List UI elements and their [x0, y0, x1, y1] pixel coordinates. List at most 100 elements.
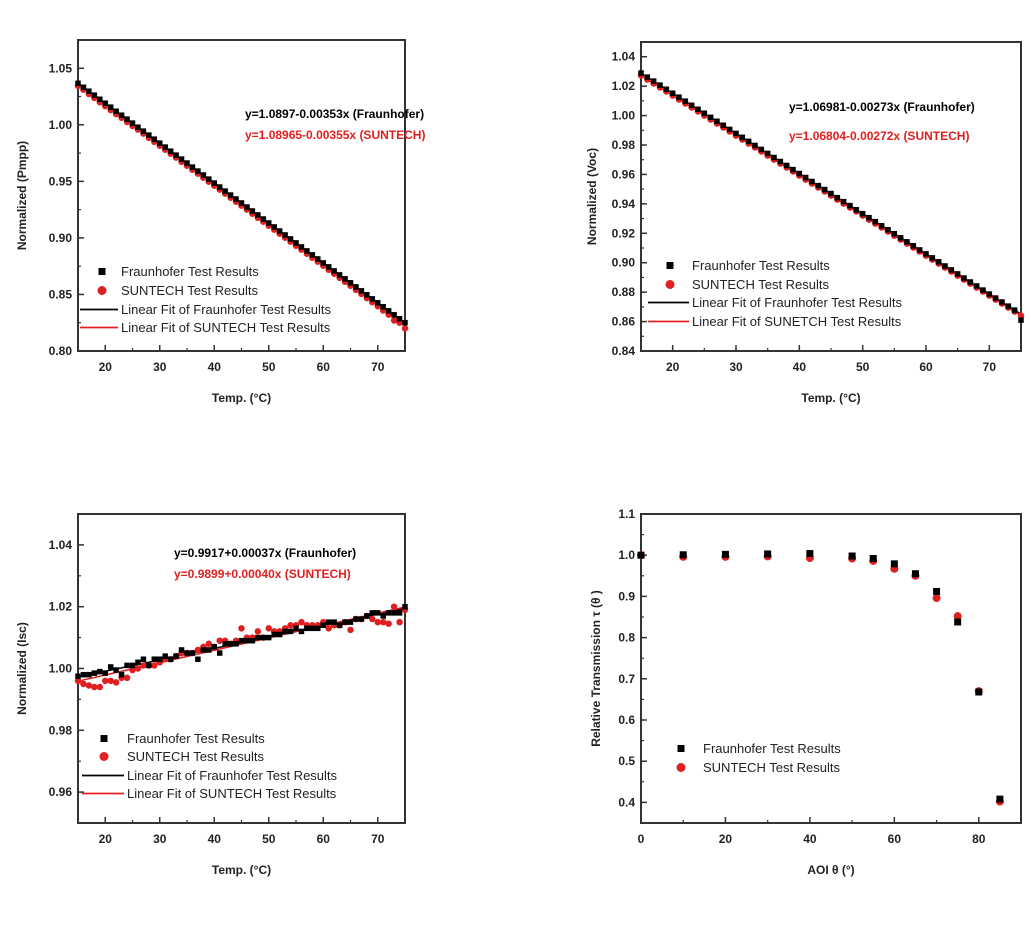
fraunhofer-point	[739, 134, 746, 141]
fraunhofer-point	[391, 610, 397, 616]
fraunhofer-point	[238, 200, 245, 206]
fraunhofer-point	[402, 603, 408, 610]
fraunhofer-point	[650, 78, 657, 84]
fraunhofer-point	[973, 283, 980, 289]
fraunhofer-point	[173, 152, 179, 158]
fraunhofer-point	[758, 146, 765, 153]
fraunhofer-point	[948, 267, 955, 273]
fraunhofer-point	[720, 122, 727, 129]
x-tick-label: 50	[856, 360, 870, 374]
fraunhofer-point	[933, 587, 941, 595]
fraunhofer-point	[304, 625, 310, 632]
fraunhofer-point	[325, 619, 332, 625]
fraunhofer-point	[206, 647, 212, 653]
suntech-point	[102, 677, 109, 685]
x-tick-label: 20	[99, 360, 113, 374]
fraunhofer-point	[315, 625, 321, 632]
legend-circle-icon	[97, 286, 107, 295]
fraunhofer-point	[129, 120, 136, 126]
x-tick-label: 40	[208, 360, 222, 374]
fraunhofer-point	[834, 194, 841, 201]
x-tick-label: 80	[972, 832, 986, 846]
fit-equation-suntech: y=1.06804-0.00272x (SUNTECH)	[789, 129, 969, 143]
suntech-point	[205, 640, 213, 648]
fraunhofer-point	[369, 296, 376, 302]
suntech-point	[298, 618, 305, 626]
x-tick-label: 0	[638, 832, 645, 846]
fraunhofer-point	[244, 637, 250, 644]
fraunhofer-point	[752, 142, 758, 149]
suntech-point	[385, 620, 392, 627]
legend-label: Linear Fit of SUNETCH Test Results	[692, 314, 902, 329]
chart-panel-3: 20 30 40 50 60 70 0.96 0.98 1.00 1.02 1.04 Temp. (°…	[15, 513, 409, 877]
fraunhofer-point	[764, 550, 772, 558]
fraunhofer-point	[80, 671, 87, 678]
fraunhofer-point	[222, 188, 228, 194]
suntech-point	[194, 646, 202, 654]
fraunhofer-point	[140, 656, 147, 662]
fraunhofer-point	[996, 795, 1004, 803]
fraunhofer-point	[638, 70, 644, 76]
suntech-point	[396, 618, 403, 626]
fraunhofer-point	[695, 106, 701, 112]
fraunhofer-point	[118, 671, 125, 678]
fraunhofer-point	[227, 192, 234, 198]
fraunhofer-point	[890, 560, 898, 568]
y-tick-label: 1.02	[49, 600, 73, 614]
fraunhofer-point	[135, 659, 141, 666]
suntech-point	[374, 618, 381, 626]
fraunhofer-point	[986, 291, 993, 297]
legend-square-icon	[100, 735, 108, 742]
fraunhofer-point	[975, 688, 983, 696]
legend: Fraunhofer Test Results SUNTECH Test Resu…	[648, 258, 903, 329]
chart-panel-1: 20 30 40 50 60 70 0.80 0.85 0.90 0.95 1.00 1.05 Temp…	[15, 39, 425, 405]
fit-equation-fraunhofer: y=1.0897-0.00353x (Fraunhofer)	[245, 107, 424, 121]
y-tick-label: 1.00	[49, 662, 73, 676]
fraunhofer-point	[151, 656, 158, 662]
fraunhofer-point	[878, 223, 885, 229]
fraunhofer-point	[195, 656, 201, 662]
fit-equation-suntech: y=1.08965-0.00355x (SUNTECH)	[245, 128, 425, 142]
suntech-point	[216, 637, 223, 644]
fraunhofer-point	[745, 138, 752, 145]
suntech-point	[390, 603, 398, 610]
fraunhofer-point	[869, 554, 877, 562]
fraunhofer-point	[129, 662, 136, 669]
fraunhofer-point	[347, 619, 354, 625]
fraunhofer-point	[358, 616, 365, 622]
fraunhofer-point	[904, 239, 910, 245]
fraunhofer-point	[679, 551, 687, 559]
fraunhofer-point	[891, 230, 898, 237]
fraunhofer-point	[244, 204, 250, 210]
fraunhofer-point	[885, 227, 891, 233]
chart-panel-4: 0 20 40 60 80 0.4 0.5 0.6 0.7 0.8 0.9 1.0 1.1 AOI θ (…	[589, 507, 1022, 877]
fraunhofer-point	[806, 550, 814, 558]
fraunhofer-point	[923, 251, 929, 257]
fraunhofer-point	[320, 260, 326, 266]
fraunhofer-point	[726, 126, 733, 133]
fraunhofer-point	[162, 144, 168, 150]
fraunhofer-point	[764, 150, 771, 157]
x-tick-label: 40	[208, 832, 222, 846]
fit-equation-suntech: y=0.9899+0.00040x (SUNTECH)	[174, 567, 351, 581]
legend-label: Linear Fit of Fraunhofer Test Results	[127, 768, 338, 783]
fraunhofer-point	[271, 224, 277, 230]
suntech-point	[379, 618, 387, 626]
fraunhofer-point	[859, 210, 866, 217]
fraunhofer-point	[935, 259, 942, 265]
suntech-point	[96, 683, 104, 691]
x-tick-label: 70	[983, 360, 997, 374]
fraunhofer-point	[396, 610, 403, 616]
fraunhofer-point	[178, 156, 185, 162]
x-tick-label: 60	[317, 832, 331, 846]
fraunhofer-point	[173, 653, 179, 659]
fraunhofer-point	[714, 118, 720, 125]
fraunhofer-point	[260, 634, 267, 641]
fraunhofer-point	[342, 276, 348, 282]
fraunhofer-point	[135, 124, 141, 130]
fraunhofer-point	[644, 74, 651, 80]
fraunhofer-point	[897, 235, 904, 241]
fraunhofer-point	[364, 292, 370, 298]
y-tick-label: 0.80	[49, 344, 73, 358]
y-tick-label: 0.96	[49, 785, 73, 799]
